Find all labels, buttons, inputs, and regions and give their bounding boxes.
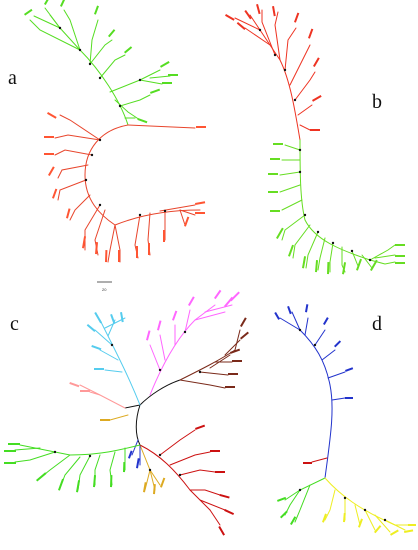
tree-c-darkred-clade [139,429,226,526]
tree-c-cyan-clade [94,317,141,406]
scale-bar-label: 20 [102,287,107,292]
tree-panel-c [4,289,249,536]
tree-c-salmon-clade [79,384,126,409]
tree-a-red-clade [54,114,201,263]
tree-d-leaf-labels [274,304,416,536]
tree-b-leaf-markers [258,28,372,262]
panel-label-c: c [10,313,19,335]
tree-b-green-clade [279,139,396,273]
tree-d-red-branch [311,457,328,463]
tree-a-green-clade [29,7,171,126]
tree-a-leaf-markers [58,26,167,217]
tree-d-yellow-clade [324,477,411,533]
tree-b-leaf-labels [225,4,405,275]
tree-c-blue-clade [131,439,141,466]
tree-a-leaf-labels [23,0,206,263]
panel-label-b: b [372,91,382,113]
tree-panel-b [225,4,405,275]
tree-c-green-clade [14,444,141,491]
tree-c-leaf-labels [4,289,249,536]
tree-b-red-clade [234,9,316,141]
scale-bar: 20 [97,281,112,292]
tree-d-blue-clade [279,311,346,479]
tree-d-leaf-markers [298,328,387,522]
tree-d-green-clade [284,477,326,523]
tree-c-pink-clade [149,304,233,396]
panel-label-d: d [372,313,382,335]
tree-c-backbone [124,379,181,446]
panel-label-a: a [8,67,17,89]
tree-panel-d [274,304,416,536]
tree-panel-a [23,0,206,263]
tree-c-leaf-markers [53,330,202,477]
tree-c-brown-clade [179,329,241,389]
